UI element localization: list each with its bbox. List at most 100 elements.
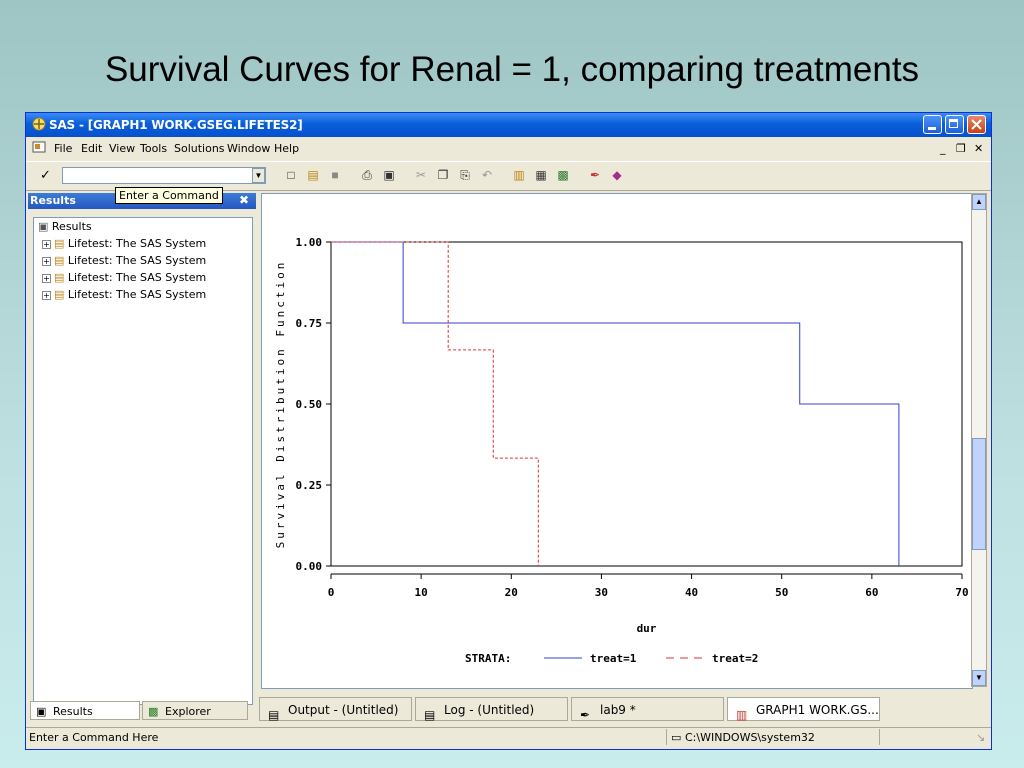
checkmark-icon[interactable]: ✓ — [40, 167, 51, 182]
menu-help[interactable]: Help — [274, 142, 300, 155]
command-dropdown-button[interactable]: ▼ — [252, 168, 265, 183]
status-bar: Enter a Command Here ▭ C:\WINDOWS\system… — [26, 727, 991, 748]
graph-icon: ▥ — [736, 708, 748, 722]
y-tick-label: 1.00 — [296, 236, 323, 249]
open-icon[interactable]: ▤ — [307, 168, 319, 182]
results-close-icon[interactable]: ✖ — [239, 193, 250, 207]
expand-icon[interactable]: + — [42, 239, 51, 249]
lifetest-folder-icon: ▤ — [54, 288, 65, 301]
lifetest-folder-icon: ▤ — [54, 237, 65, 250]
x-tick-label: 50 — [775, 586, 788, 599]
undo-icon[interactable]: ↶ — [481, 168, 493, 182]
menu-tools[interactable]: Tools — [140, 142, 168, 155]
tree-item-label: Lifetest: The SAS System — [67, 237, 207, 250]
survival-chart: 0.00 0.25 0.50 0.75 1.00 0 10 20 30 40 50 60 70 dur Su… — [274, 236, 969, 665]
explorer-icon[interactable]: ▩ — [557, 168, 569, 182]
x-tick-label: 0 — [328, 586, 335, 599]
results-root-icon: ▣ — [38, 220, 49, 233]
slide-title: Survival Curves for Renal = 1, comparing… — [104, 50, 920, 89]
cut-icon[interactable]: ✂ — [415, 168, 427, 182]
expand-icon[interactable]: + — [42, 256, 51, 266]
copy-icon[interactable]: ❐ — [437, 168, 449, 182]
menu-file[interactable]: File — [54, 142, 73, 155]
tab-explorer-label: Explorer — [165, 705, 211, 718]
title-bar[interactable]: SAS - [GRAPH1 WORK.GSEG.LIFETES2] — [26, 113, 991, 137]
child-close-button[interactable]: ✕ — [974, 142, 984, 155]
status-path: C:\WINDOWS\system32 — [685, 731, 815, 744]
legend-label-2: treat=2 — [712, 652, 758, 665]
sas-window: SAS - [GRAPH1 WORK.GSEG.LIFETES2] File E… — [25, 112, 992, 750]
x-tick-label: 60 — [865, 586, 878, 599]
child-restore-button[interactable]: ❐ — [956, 142, 966, 155]
save-icon[interactable]: ■ — [331, 168, 339, 182]
status-path-panel: ▭ C:\WINDOWS\system32 — [666, 729, 880, 745]
editor-icon: ✒ — [580, 708, 591, 722]
lifetest-folder-icon: ▤ — [54, 254, 65, 267]
tab-log[interactable]: ▤ Log - (Untitled) — [415, 697, 568, 722]
menu-edit[interactable]: Edit — [81, 142, 103, 155]
tab-editor[interactable]: ✒ lab9 * — [571, 697, 724, 722]
tree-item[interactable]: + ▤ Lifetest: The SAS System — [42, 271, 206, 287]
child-minimize-button[interactable]: _ — [940, 142, 946, 155]
tab-explorer[interactable]: ▩ Explorer — [142, 701, 248, 720]
y-tick-label: 0.75 — [296, 317, 323, 330]
menu-view[interactable]: View — [109, 142, 136, 155]
expand-icon[interactable]: + — [42, 290, 51, 300]
help-book-icon[interactable]: ◆ — [612, 168, 622, 182]
minimize-button[interactable] — [923, 115, 942, 134]
tab-graph-label: GRAPH1 WORK.GS... — [756, 703, 879, 717]
tree-item[interactable]: + ▤ Lifetest: The SAS System — [42, 288, 206, 304]
tab-results[interactable]: ▣ Results — [30, 701, 140, 720]
tree-item-label: Lifetest: The SAS System — [67, 271, 207, 284]
tree-root[interactable]: ▣ Results — [38, 220, 92, 236]
legend-label-1: treat=1 — [590, 652, 637, 665]
x-tick-label: 30 — [595, 586, 608, 599]
status-message: Enter a Command Here — [29, 731, 159, 744]
menu-window[interactable]: Window — [227, 142, 271, 155]
series-line-1 — [331, 241, 900, 566]
window-title: SAS - [GRAPH1 WORK.GSEG.LIFETES2] — [49, 118, 303, 132]
libraries-icon[interactable]: ▥ — [513, 168, 525, 182]
maximize-button[interactable] — [945, 115, 964, 134]
output-icon[interactable]: ▦ — [535, 168, 547, 182]
results-tree: ▣ Results + ▤ Lifetest: The SAS System + ▤… — [33, 217, 253, 705]
tab-graph[interactable]: ▥ GRAPH1 WORK.GS... — [727, 697, 880, 722]
x-tick-label: 20 — [505, 586, 518, 599]
resize-grip-icon[interactable]: ↘ — [976, 731, 986, 744]
expand-icon[interactable]: + — [42, 273, 51, 283]
tab-output-label: Output - (Untitled) — [288, 703, 399, 717]
tree-item[interactable]: + ▤ Lifetest: The SAS System — [42, 254, 206, 270]
series-line-2 — [331, 241, 539, 566]
print-preview-icon[interactable]: ▣ — [383, 168, 395, 182]
scroll-thumb[interactable] — [972, 438, 986, 550]
tree-item-label: Lifetest: The SAS System — [67, 254, 207, 267]
panel-tabs: ▣ Results ▩ Explorer — [30, 699, 258, 723]
x-tick-label: 10 — [415, 586, 428, 599]
graph-window: 0.00 0.25 0.50 0.75 1.00 0 10 20 30 40 50 60 70 dur Su… — [261, 193, 973, 689]
document-menu-icon[interactable] — [32, 141, 47, 154]
x-tick-label: 40 — [685, 586, 698, 599]
tree-item-label: Lifetest: The SAS System — [67, 288, 207, 301]
vertical-scrollbar[interactable]: ▲ ▼ — [971, 193, 987, 687]
tree-root-label: Results — [51, 220, 92, 233]
new-icon[interactable]: □ — [287, 168, 295, 182]
scroll-down-button[interactable]: ▼ — [972, 670, 986, 686]
command-input[interactable] — [62, 167, 266, 184]
ods-icon[interactable]: ✒ — [589, 168, 601, 182]
menu-solutions[interactable]: Solutions — [174, 142, 225, 155]
output-doc-icon: ▤ — [268, 708, 280, 722]
sas-app-icon — [32, 117, 46, 131]
tree-item[interactable]: + ▤ Lifetest: The SAS System — [42, 237, 206, 253]
command-tooltip: Enter a Command — [115, 187, 223, 204]
print-icon[interactable]: ⎙ — [362, 168, 372, 182]
close-icon — [971, 119, 982, 130]
log-doc-icon: ▤ — [424, 708, 436, 722]
y-tick-label: 0.25 — [296, 479, 323, 492]
tab-output[interactable]: ▤ Output - (Untitled) — [259, 697, 412, 722]
scroll-up-button[interactable]: ▲ — [972, 194, 986, 210]
close-button[interactable] — [967, 115, 986, 134]
window-tabs: ▤ Output - (Untitled) ▤ Log - (Untitled)… — [259, 695, 989, 723]
results-tab-icon: ▣ — [36, 705, 47, 718]
paste-icon[interactable]: ⎘ — [460, 168, 470, 182]
results-panel: Results ✖ ▣ Results + ▤ Lifetest: The SAS… — [28, 193, 256, 721]
